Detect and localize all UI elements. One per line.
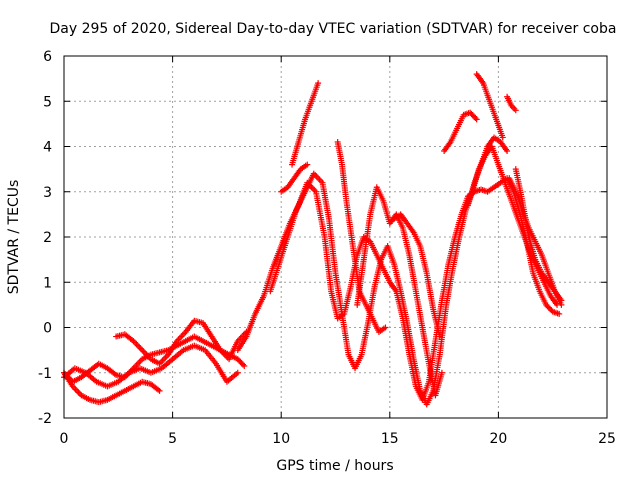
x-tick-label-4: 20 xyxy=(489,431,507,447)
data-point-s10-7-0 xyxy=(436,333,443,340)
data-point-s4-46-0 xyxy=(556,310,563,317)
data-point-s16-7-0 xyxy=(558,297,565,304)
y-tick-label-2: 0 xyxy=(43,321,52,337)
x-tick-label-1: 5 xyxy=(168,431,177,447)
data-point-s4-44-3 xyxy=(547,305,554,312)
data-point-s6-4-0 xyxy=(315,80,322,87)
data-point-s8-8-0 xyxy=(382,324,389,331)
y-axis-label: SDTVAR / TECUs xyxy=(6,180,22,295)
data-point-s0-20-2 xyxy=(237,358,244,365)
x-axis-label: GPS time / hours xyxy=(276,458,393,474)
x-tick-label-5: 25 xyxy=(598,431,616,447)
y-tick-label-8: 6 xyxy=(43,49,52,65)
data-point-s1-11-0 xyxy=(156,387,163,394)
y-tick-label-7: 5 xyxy=(43,94,52,110)
y-tick-label-1: -1 xyxy=(38,366,52,382)
data-points xyxy=(61,71,565,408)
chart-title: Day 295 of 2020, Sidereal Day-to-day VTE… xyxy=(50,21,617,37)
data-point-s0-20-4 xyxy=(239,361,246,368)
data-point-s7-4-0 xyxy=(304,161,311,168)
data-point-s12-6-0 xyxy=(504,148,511,155)
data-point-s14-2-0 xyxy=(512,107,519,114)
data-point-s4-44-2 xyxy=(545,304,552,311)
data-point-s4-44-1 xyxy=(544,303,551,310)
y-tick-label-4: 2 xyxy=(43,230,52,246)
data-point-s11-4-3 xyxy=(471,113,478,120)
y-tick-label-0: -2 xyxy=(38,411,52,427)
y-tick-label-3: 1 xyxy=(43,275,52,291)
data-point-s3-16-0 xyxy=(234,369,241,376)
x-tick-label-3: 15 xyxy=(381,431,399,447)
x-tick-label-0: 0 xyxy=(60,431,69,447)
data-point-s13-4-0 xyxy=(499,134,506,141)
data-point-s0-21-0 xyxy=(241,362,248,369)
data-point-s11-4-0 xyxy=(467,109,474,116)
data-point-s11-4-4 xyxy=(472,114,479,121)
y-tick-label-6: 4 xyxy=(43,140,52,156)
data-point-s0-20-1 xyxy=(236,357,243,364)
data-point-s0-20-3 xyxy=(238,360,245,367)
data-point-s4-44-0 xyxy=(543,301,550,308)
data-point-s11-5-0 xyxy=(473,116,480,123)
data-point-s11-4-2 xyxy=(469,112,476,119)
y-tick-label-5: 3 xyxy=(43,185,52,201)
data-point-s9-13-0 xyxy=(438,369,445,376)
data-point-s11-4-1 xyxy=(468,110,475,117)
data-point-s0-20-0 xyxy=(234,356,241,363)
tick-labels: 0 5 10 15 20 25 -2 -1 0 1 2 3 4 5 6 xyxy=(38,49,616,447)
x-tick-label-2: 10 xyxy=(272,431,290,447)
plot-frame xyxy=(63,55,608,419)
